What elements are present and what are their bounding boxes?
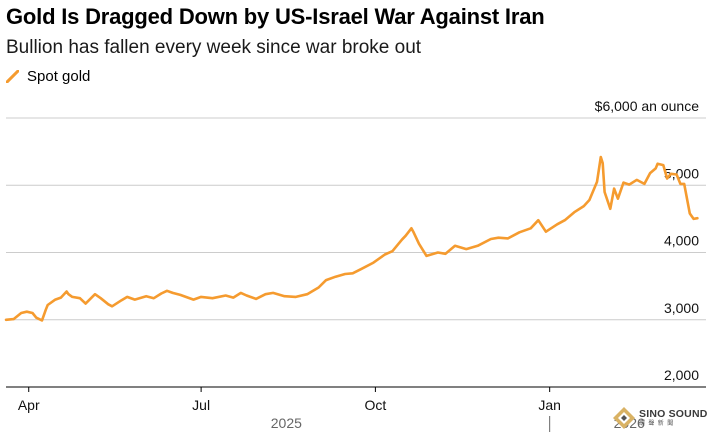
x-tick-label-jan: Jan	[538, 397, 561, 413]
y-tick-label-3000: 3,000	[664, 300, 699, 316]
x-tick-label-apr: Apr	[18, 397, 40, 413]
y-axis-labels: 2,000 3,000 4,000 5,000 $6,000 an ounce	[595, 98, 700, 383]
y-tick-label-5000: 5,000	[664, 165, 699, 181]
series-line-spot-gold	[4, 155, 699, 322]
legend-swatch-icon	[6, 69, 19, 83]
chart-title: Gold Is Dragged Down by US-Israel War Ag…	[6, 4, 545, 29]
x-axis: AprJulOctJan20252026	[6, 386, 706, 432]
x-tick-label-oct: Oct	[364, 397, 386, 413]
diamond-logo-icon	[613, 407, 635, 429]
y-tick-label-6000: $6,000 an ounce	[595, 98, 700, 114]
y-tick-label-4000: 4,000	[664, 233, 699, 249]
watermark-brand: SINO SOUND	[639, 407, 708, 420]
legend: Spot gold	[6, 66, 90, 86]
legend-label: Spot gold	[27, 67, 91, 85]
watermark-subtext: 環聲新聞	[639, 421, 677, 428]
series-layer	[4, 155, 699, 322]
chart-subtitle: Bullion has fallen every week since war …	[6, 37, 422, 58]
year-label-2025: 2025	[271, 415, 302, 431]
x-tick-label-jul: Jul	[192, 397, 210, 413]
watermark: SINO SOUND 環聲新聞	[612, 404, 708, 432]
gridlines	[6, 117, 706, 388]
y-tick-label-2000: 2,000	[664, 367, 699, 383]
